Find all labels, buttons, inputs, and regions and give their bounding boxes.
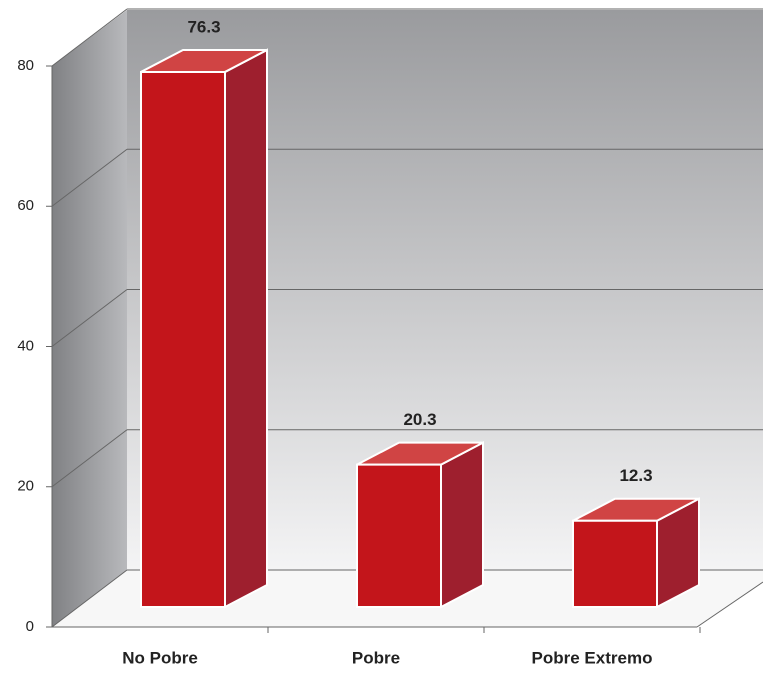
bar-side: [224, 48, 268, 609]
grid-line: [51, 569, 128, 628]
value-label: 76.3: [187, 17, 220, 36]
bar-front: [140, 70, 226, 608]
grid-line: [51, 148, 128, 207]
grid-line: [51, 289, 128, 347]
bar-front: [356, 463, 442, 608]
grid-line: [51, 429, 128, 488]
y-tick-label: 60: [17, 197, 34, 214]
floor-edge: [696, 581, 763, 628]
y-tick-label: 0: [26, 618, 34, 635]
grid-line: [51, 8, 128, 67]
y-tick-label: 80: [17, 57, 34, 74]
x-tick-label: Pobre: [352, 648, 400, 667]
y-tick-label: 20: [17, 478, 34, 495]
x-tick-label: Pobre Extremo: [532, 648, 653, 667]
bar: [140, 48, 268, 609]
bar-front: [572, 519, 658, 608]
x-tick-label: No Pobre: [122, 648, 198, 667]
y-tick-label: 40: [17, 337, 34, 354]
bar: [356, 440, 484, 609]
value-label: 12.3: [619, 466, 652, 485]
bar-side: [440, 440, 484, 609]
value-label: 20.3: [403, 410, 436, 429]
bar: [572, 497, 700, 609]
